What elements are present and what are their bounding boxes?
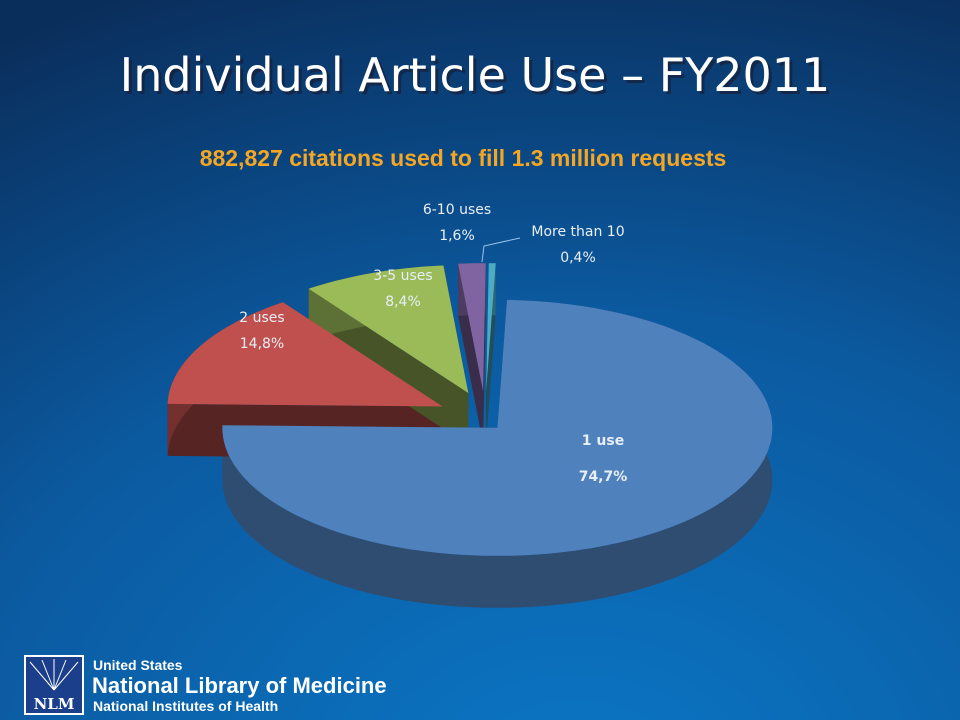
slice: [222, 299, 773, 556]
slice-value-label: 0,4%: [560, 250, 596, 266]
chart-subtitle: 882,827 citations used to fill 1.3 milli…: [200, 145, 727, 171]
slice-value-label: 74,7%: [579, 469, 628, 485]
slice-category-label: More than 10: [531, 224, 624, 240]
logo-line1: United States: [93, 657, 183, 673]
slice-value-label: 8,4%: [385, 294, 421, 310]
slice-value-label: 1,6%: [439, 228, 475, 244]
leader-line: [481, 237, 521, 263]
slice-category-label: 6-10 uses: [423, 202, 491, 218]
slice-value-label: 14,8%: [240, 336, 284, 352]
logo-line2: National Library of Medicine: [92, 673, 387, 698]
slice-category-label: 3-5 uses: [373, 268, 432, 284]
chart-title: Individual Article Use – FY2011: [120, 48, 831, 102]
slice-category-label: 2 uses: [239, 310, 284, 326]
slice: [167, 302, 443, 407]
slice: [486, 263, 496, 392]
slice: [458, 263, 486, 392]
pie: 1 use 74,7% 2 uses 14,8% 3-5 uses 8,4% 6-10 us…: [167, 202, 773, 608]
logo-rays: [29, 659, 79, 691]
logo: NLM United States National Library of Me…: [24, 655, 387, 715]
logo-mark: NLM: [34, 695, 75, 713]
slice-category-label: 1 use: [582, 433, 624, 449]
logo-line3: National Institutes of Health: [93, 698, 278, 714]
title-shadow: Individual Article Use – FY2011: [123, 51, 834, 105]
slice: [308, 265, 469, 393]
